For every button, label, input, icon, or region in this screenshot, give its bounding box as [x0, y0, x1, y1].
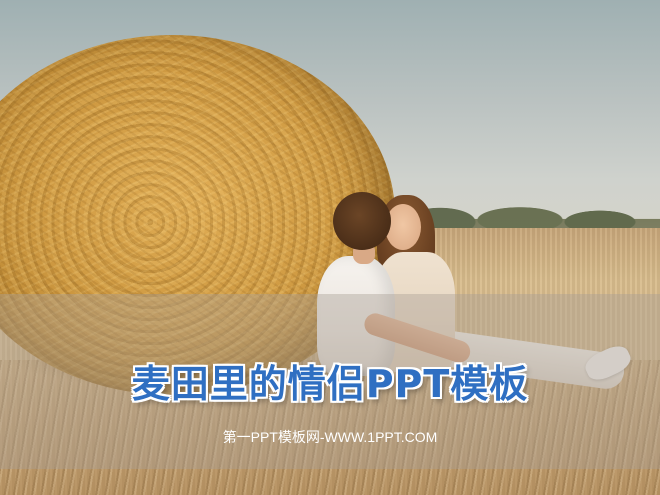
title-band: [0, 294, 660, 469]
slide-subtitle: 第一PPT模板网-WWW.1PPT.COM: [222, 429, 438, 445]
woman-face: [385, 204, 421, 250]
couple-photo: [315, 190, 635, 392]
slide-title: 麦田里的情侣PPT模板: [131, 362, 529, 406]
man-head: [333, 192, 391, 250]
